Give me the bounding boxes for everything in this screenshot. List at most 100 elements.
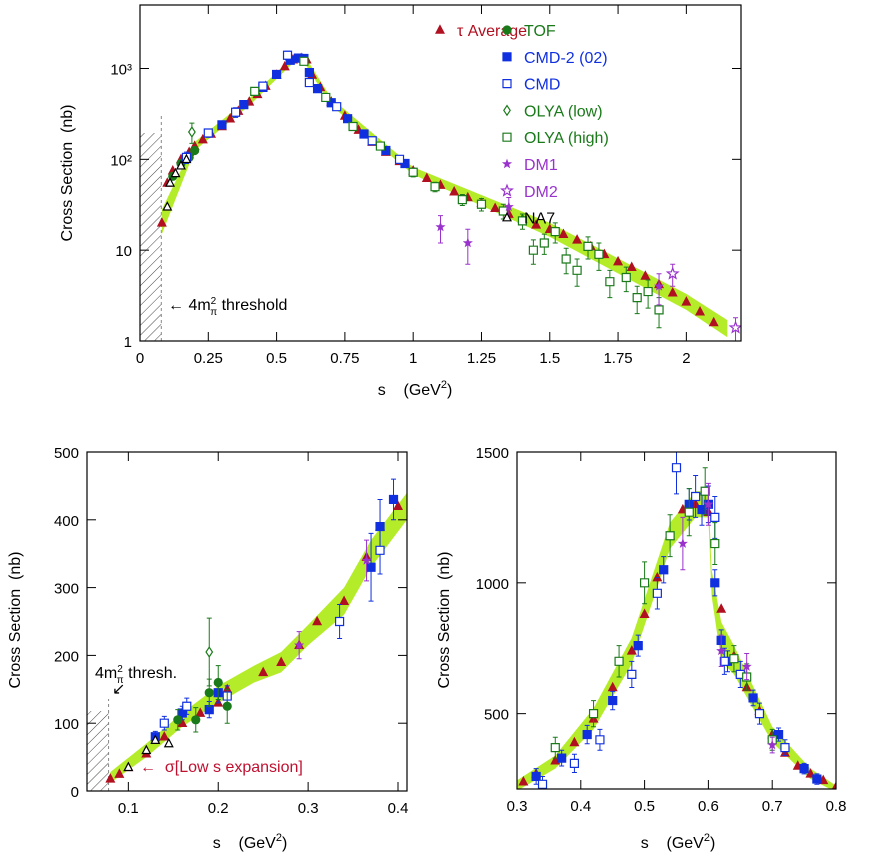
marker	[569, 758, 580, 768]
marker	[605, 277, 615, 287]
marker	[831, 781, 836, 789]
x-axis-label-text: s (GeV	[213, 835, 276, 852]
marker	[626, 261, 637, 271]
marker	[595, 735, 605, 745]
marker	[537, 779, 548, 789]
marker	[239, 100, 249, 110]
legend-label: TOF	[524, 23, 556, 40]
marker	[654, 305, 664, 315]
plot-frame	[86, 451, 408, 792]
marker	[728, 320, 741, 334]
marker	[518, 775, 529, 786]
x-tick-label: 0.8	[826, 798, 847, 815]
marker	[665, 531, 675, 541]
marker	[276, 656, 287, 666]
marker	[503, 201, 514, 212]
x-tick-label: 0.5	[634, 798, 655, 815]
y-tick-label: 500	[54, 445, 79, 462]
marker	[531, 771, 541, 782]
plot-frame	[516, 451, 837, 790]
plot-area	[87, 478, 407, 791]
x-axis-label-close: )	[447, 382, 452, 399]
marker	[517, 216, 528, 226]
legend-item: OLYA (high)	[502, 130, 609, 147]
x-tick-label: 2	[682, 350, 690, 367]
marker	[182, 701, 192, 711]
marker	[304, 68, 314, 78]
legend-label: OLYA (low)	[524, 103, 603, 120]
panel: 0 0.25 0.5 0.75 1 1.25 1.5 1.75 2 1 10 10² 10³ s (GeV…	[59, 4, 742, 399]
marker	[156, 217, 167, 227]
x-tick-label: 1.75	[603, 350, 632, 367]
marker	[408, 167, 418, 177]
error-bar	[465, 228, 471, 265]
marker	[748, 693, 758, 703]
marker	[366, 562, 376, 572]
y-tick-label: 1000	[476, 576, 509, 593]
marker	[393, 500, 404, 511]
y-axis-label: Cross Section (nb)	[59, 105, 76, 242]
x-tick-label: 0.75	[330, 350, 359, 367]
x-axis-label-text: s (GeV	[378, 382, 441, 399]
y-tick-label: 1	[124, 334, 132, 351]
x-tick-label: 0.7	[762, 798, 783, 815]
marker	[627, 669, 637, 679]
marker	[729, 654, 739, 664]
x-axis-label-text: s (GeV	[641, 835, 704, 852]
legend-label: CMD-2 (02)	[524, 50, 608, 67]
y-axis-label: Cross Section (nb)	[436, 552, 453, 689]
marker	[671, 463, 682, 473]
marker	[703, 499, 714, 509]
marker	[141, 744, 152, 755]
marker	[213, 677, 223, 688]
legend-label: CMD	[524, 77, 560, 94]
x-tick-label: 0.3	[298, 800, 319, 817]
marker	[594, 249, 604, 259]
annotation-sub: π	[117, 675, 124, 686]
annotation-text: ← σ[Low s expansion]	[140, 759, 303, 776]
panel: 0.3 0.4 0.5 0.6 0.7 0.8 500 1000 1500 s (GeV2) Cro…	[436, 445, 847, 852]
marker	[490, 202, 501, 212]
marker	[114, 768, 125, 778]
marker	[583, 241, 593, 252]
y-tick-label: 500	[484, 707, 509, 724]
legend-item: NA7	[502, 211, 555, 228]
marker	[163, 737, 174, 748]
marker	[626, 645, 637, 655]
marker	[388, 494, 399, 505]
x-tick-label: 0.4	[388, 800, 409, 817]
x-axis-label-sup: 2	[704, 832, 710, 844]
marker	[502, 79, 512, 89]
marker	[312, 615, 323, 626]
y-axis-label: Cross Section (nb)	[7, 552, 24, 689]
legend-item: CMD	[502, 77, 560, 94]
x-tick-label: 0.4	[570, 798, 591, 815]
marker	[710, 578, 720, 588]
marker	[217, 120, 227, 130]
annotation: 4m2 π thresh.	[95, 664, 177, 686]
y-tick-label: 400	[54, 513, 79, 530]
marker	[588, 709, 599, 719]
x-tick-label: 0.1	[118, 800, 139, 817]
legend-item: CMD-2 (02)	[502, 50, 608, 67]
marker	[561, 254, 571, 264]
annotation-text: 4m	[95, 665, 117, 682]
marker	[421, 172, 432, 182]
x-axis-label-close: )	[282, 835, 287, 852]
marker	[550, 743, 560, 753]
plot-area	[517, 452, 836, 789]
marker	[294, 639, 305, 650]
marker	[681, 296, 692, 306]
marker	[572, 234, 583, 244]
marker	[123, 761, 134, 772]
marker	[550, 227, 560, 237]
marker	[572, 265, 582, 275]
marker	[614, 656, 624, 666]
band	[110, 492, 407, 783]
marker	[321, 92, 331, 103]
marker	[502, 211, 512, 222]
marker	[250, 86, 260, 96]
marker	[608, 695, 618, 706]
x-tick-label: 0	[136, 350, 144, 367]
legend-label: τ Average	[457, 23, 527, 40]
